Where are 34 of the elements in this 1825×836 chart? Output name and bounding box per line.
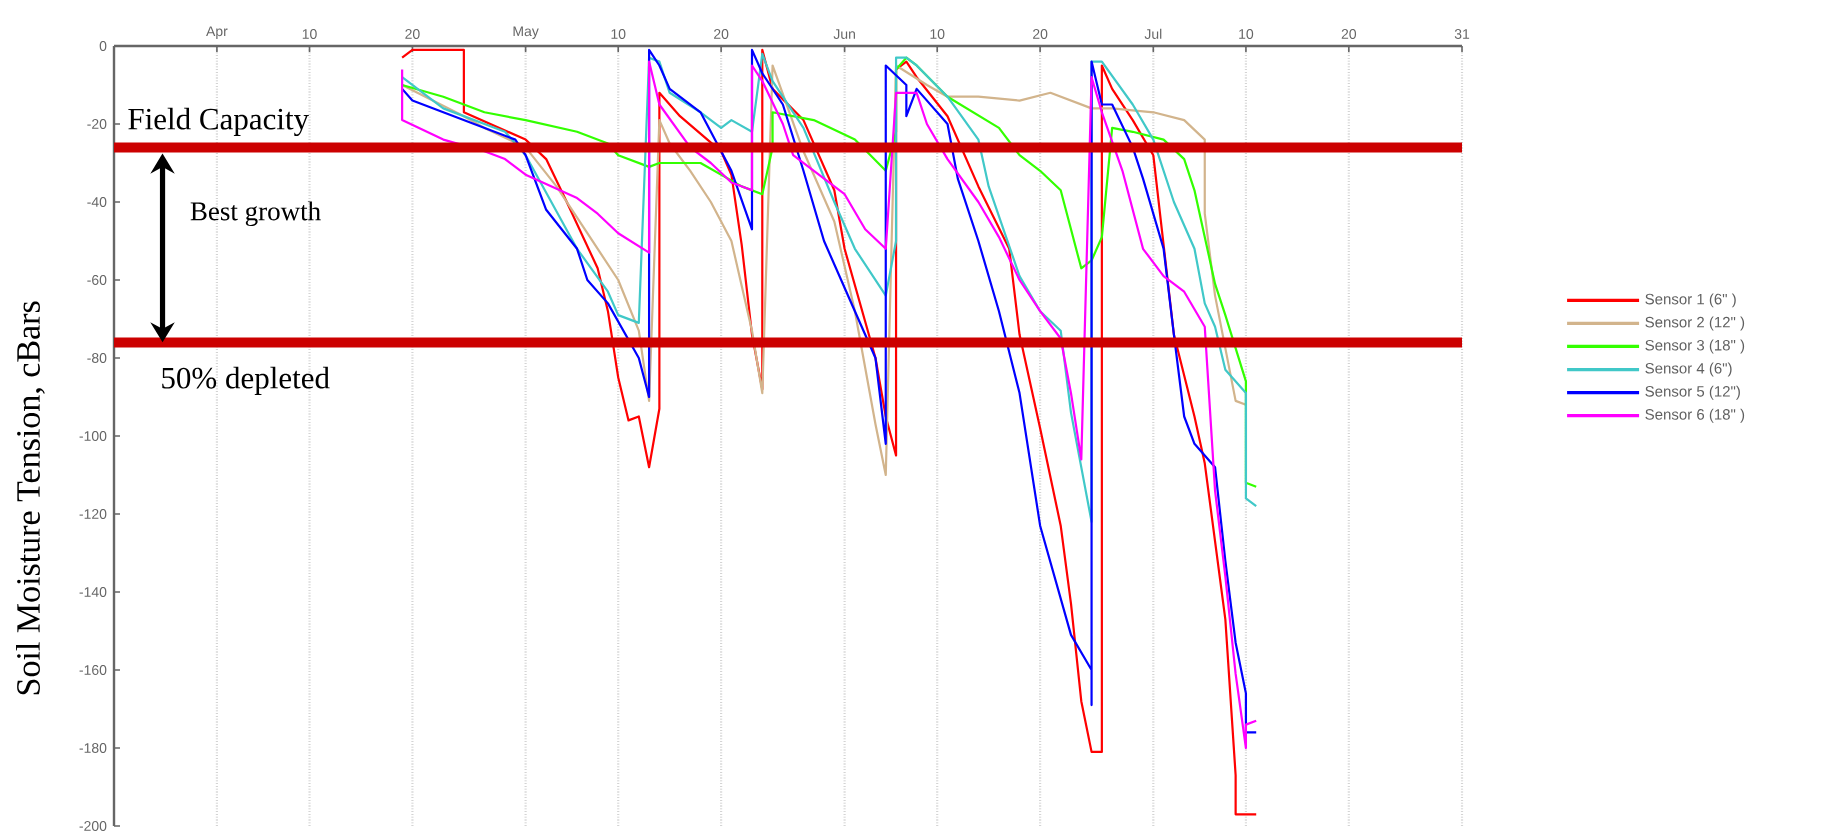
y-tick-label: -140 [79, 587, 107, 597]
legend-label: Sensor 6 (18" ) [1645, 408, 1745, 423]
ref-line-label: 50% depleted [162, 366, 330, 395]
y-tick-label: -20 [87, 119, 107, 129]
x-tick-label: 20 [1341, 29, 1357, 39]
y-tick-label: -100 [79, 431, 107, 441]
x-tick-label: 10 [1239, 29, 1254, 39]
y-tick-label: -40 [87, 197, 107, 207]
x-tick-label: 10 [611, 29, 626, 39]
x-tick-label: 20 [714, 29, 729, 39]
annotation: Best growth [190, 201, 321, 226]
y-tick-label: -180 [79, 743, 107, 753]
legend-label: Sensor 2 (12" ) [1645, 316, 1745, 331]
legend-label: Sensor 3 (18" ) [1645, 339, 1745, 354]
x-tick-label: Jul [1144, 28, 1162, 39]
x-tick-label: Jun [833, 29, 855, 39]
y-tick-label: -200 [79, 821, 107, 831]
x-tick-label: Apr [206, 26, 228, 39]
y-tick-label: -160 [79, 665, 107, 675]
x-tick-label: 20 [405, 29, 420, 39]
legend-label: Sensor 1 (6" ) [1645, 293, 1736, 308]
y-axis-title: Soil Moisture Tension, cBars [16, 301, 45, 695]
legend-label: Sensor 5 (12") [1645, 385, 1740, 400]
x-tick-label: 31 [1454, 29, 1470, 39]
x-tick-label: 10 [930, 29, 945, 39]
ref-line-label: Field Capacity [128, 107, 309, 136]
x-tick-label: 10 [302, 29, 317, 39]
y-tick-label: -60 [87, 275, 107, 285]
y-tick-label: -120 [79, 509, 107, 519]
legend-label: Sensor 4 (6") [1645, 362, 1732, 377]
y-tick-label: 0 [99, 41, 107, 51]
x-tick-label: 20 [1033, 29, 1048, 39]
x-tick-label: May [513, 26, 539, 39]
y-tick-label: -80 [87, 353, 107, 363]
